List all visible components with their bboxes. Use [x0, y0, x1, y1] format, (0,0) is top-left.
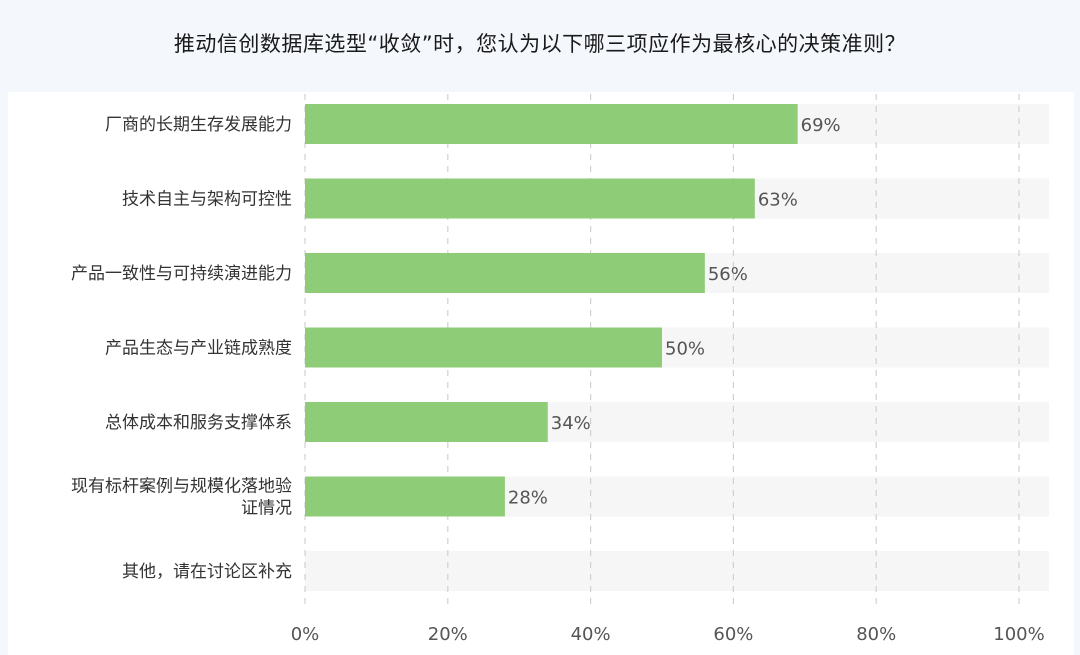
value-label: 69% — [801, 115, 841, 136]
category-label-line: 证情况 — [241, 499, 292, 519]
category-label: 厂商的长期生存发展能力 — [105, 115, 292, 135]
category-label: 总体成本和服务支撑体系 — [105, 413, 292, 433]
bar — [305, 402, 548, 442]
bar-chart: 69% 63% 56% 50% 34% 28% 厂商的长期生存发展能力技术自主与架构可控性产… — [71, 94, 1049, 645]
bar — [305, 476, 505, 517]
bar — [305, 178, 755, 219]
category-label: 现有标杆案例与规模化落地验证情况 — [71, 477, 292, 519]
value-label: 56% — [708, 264, 748, 285]
category-label: 其他，请在讨论区补充 — [122, 562, 292, 582]
x-tick-label: 60% — [713, 624, 753, 645]
category-label-line: 现有标杆案例与规模化落地验 — [71, 477, 292, 497]
value-label: 34% — [551, 413, 591, 434]
x-tick-label: 0% — [291, 624, 320, 645]
x-tick-label: 40% — [571, 624, 611, 645]
value-label: 28% — [508, 488, 548, 509]
x-tick-label: 100% — [993, 624, 1044, 645]
x-tick-label: 20% — [428, 624, 468, 645]
chart-title: 推动信创数据库选型“收敛”时，您认为以下哪三项应作为最核心的决策准则？ — [173, 32, 907, 56]
category-label: 产品一致性与可持续演进能力 — [71, 264, 292, 284]
value-label: 50% — [665, 339, 705, 360]
category-label: 技术自主与架构可控性 — [122, 190, 292, 210]
bar — [305, 253, 705, 293]
bar — [305, 327, 662, 368]
category-label: 产品生态与产业链成熟度 — [105, 338, 292, 359]
value-label: 63% — [758, 190, 798, 211]
bar — [305, 104, 798, 144]
x-tick-label: 80% — [856, 624, 896, 645]
chart-panel: 69% 63% 56% 50% 34% 28% 厂商的长期生存发展能力技术自主与架构可控性产… — [8, 92, 1074, 655]
bar-track — [305, 551, 1049, 591]
